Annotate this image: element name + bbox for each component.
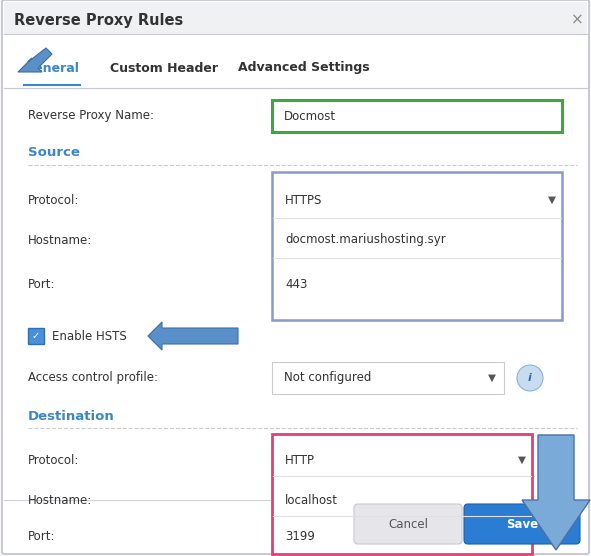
Text: Docmost: Docmost — [284, 110, 336, 122]
Text: Enable HSTS: Enable HSTS — [52, 330, 126, 342]
Text: ▼: ▼ — [488, 373, 496, 383]
Text: Save: Save — [506, 518, 538, 530]
Text: localhost: localhost — [285, 494, 338, 507]
Text: Port:: Port: — [28, 279, 56, 291]
Text: Hostname:: Hostname: — [28, 234, 92, 246]
Text: i: i — [528, 373, 532, 383]
Text: Source: Source — [28, 146, 80, 158]
Text: Protocol:: Protocol: — [28, 454, 79, 466]
Text: docmost.mariushosting.syr: docmost.mariushosting.syr — [285, 234, 446, 246]
Text: 443: 443 — [285, 279, 307, 291]
Text: Not configured: Not configured — [284, 371, 371, 385]
Text: ✓: ✓ — [32, 331, 40, 341]
Text: HTTP: HTTP — [285, 454, 315, 466]
FancyBboxPatch shape — [272, 172, 562, 320]
Polygon shape — [522, 435, 590, 550]
FancyBboxPatch shape — [272, 434, 532, 554]
Text: Advanced Settings: Advanced Settings — [238, 62, 369, 75]
Text: ▼: ▼ — [548, 195, 556, 205]
FancyBboxPatch shape — [4, 2, 587, 34]
FancyBboxPatch shape — [464, 504, 580, 544]
Text: HTTPS: HTTPS — [285, 193, 322, 206]
Text: Reverse Proxy Rules: Reverse Proxy Rules — [14, 12, 183, 27]
FancyBboxPatch shape — [272, 100, 562, 132]
Text: 3199: 3199 — [285, 529, 315, 543]
FancyBboxPatch shape — [28, 328, 44, 344]
Text: Access control profile:: Access control profile: — [28, 371, 158, 385]
Text: Reverse Proxy Name:: Reverse Proxy Name: — [28, 110, 154, 122]
Text: Custom Header: Custom Header — [110, 62, 218, 75]
Polygon shape — [18, 48, 52, 72]
Text: Hostname:: Hostname: — [28, 494, 92, 507]
Text: Port:: Port: — [28, 529, 56, 543]
Text: ×: × — [571, 12, 583, 27]
Polygon shape — [148, 322, 238, 350]
Text: Destination: Destination — [28, 410, 115, 423]
Circle shape — [517, 365, 543, 391]
Text: Cancel: Cancel — [388, 518, 428, 530]
FancyBboxPatch shape — [272, 362, 504, 394]
Text: General: General — [24, 62, 79, 75]
Text: ▼: ▼ — [518, 455, 526, 465]
Text: Protocol:: Protocol: — [28, 193, 79, 206]
FancyBboxPatch shape — [354, 504, 462, 544]
